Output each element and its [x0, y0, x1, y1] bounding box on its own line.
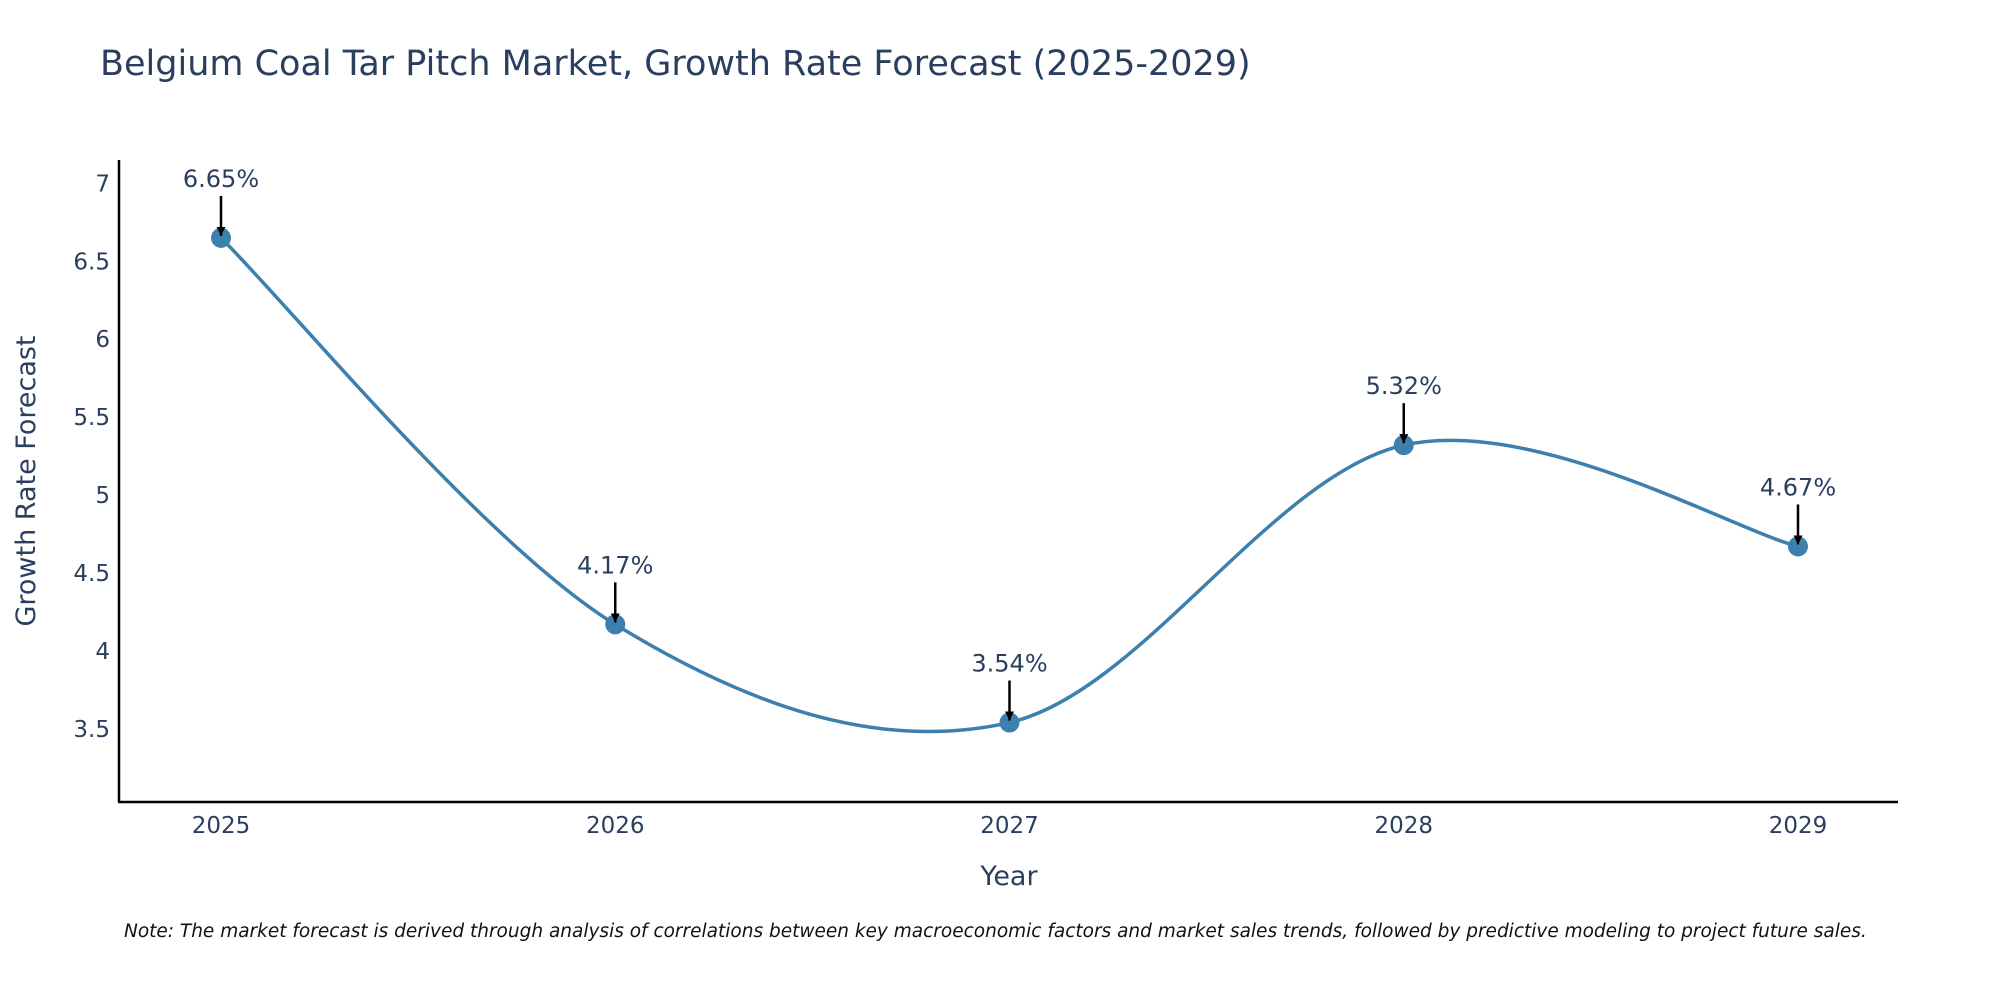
y-tick-label: 3.5: [73, 717, 110, 743]
y-tick-label: 5: [95, 483, 110, 509]
data-label: 6.65%: [183, 165, 259, 193]
x-axis-ticks: 2025 2026 2027 2028 2029: [192, 813, 1828, 839]
y-tick-label: 6.5: [73, 249, 110, 275]
data-label: 4.17%: [577, 551, 653, 579]
x-tick-label: 2027: [980, 813, 1039, 839]
y-axis-ticks: 3.5 4 4.5 5 5.5 6 6.5 7: [73, 171, 110, 742]
data-point: [1393, 435, 1414, 456]
x-tick-label: 2028: [1374, 813, 1433, 839]
x-tick-label: 2026: [586, 813, 645, 839]
y-tick-label: 6: [95, 327, 110, 353]
y-tick-label: 4: [95, 639, 110, 665]
x-tick-label: 2029: [1769, 813, 1828, 839]
data-label: 4.67%: [1760, 473, 1836, 501]
data-point: [1788, 536, 1808, 557]
data-point: [211, 227, 231, 248]
x-axis-title: Year: [979, 861, 1038, 892]
data-point: [999, 712, 1020, 733]
y-tick-label: 7: [95, 171, 110, 197]
y-axis-title: Growth Rate Forecast: [11, 335, 42, 626]
data-label: 3.54%: [971, 650, 1047, 678]
y-tick-label: 5.5: [73, 405, 110, 431]
y-tick-label: 4.5: [73, 561, 110, 587]
data-label: 5.32%: [1366, 372, 1442, 400]
data-annotations: 6.65% 4.17% 3.54% 5.32% 4.67%: [183, 165, 1836, 721]
chart-title: Belgium Coal Tar Pitch Market, Growth Ra…: [100, 44, 1251, 84]
data-markers: [211, 227, 1808, 733]
x-tick-label: 2025: [192, 813, 251, 839]
footnote: Note: The market forecast is derived thr…: [124, 921, 1867, 942]
data-point: [605, 614, 626, 635]
